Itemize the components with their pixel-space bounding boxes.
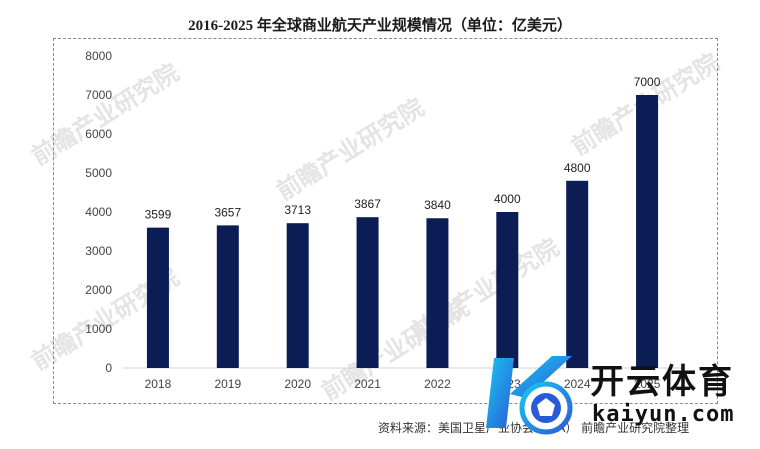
x-tick-label: 2021	[354, 377, 381, 391]
x-tick-label: 2022	[424, 377, 451, 391]
bar-value-label: 4800	[564, 161, 591, 175]
bar-value-label: 3867	[354, 197, 381, 211]
brand-logo: 开云体育 kaiyun.com	[480, 350, 760, 440]
y-tick-label: 6000	[85, 127, 112, 141]
y-tick-label: 0	[105, 361, 112, 375]
x-tick-label: 2019	[214, 377, 241, 391]
brand-name: 开云体育	[590, 362, 734, 402]
bar	[286, 223, 309, 368]
brand-emblem-icon	[486, 356, 573, 435]
bar-value-label: 3657	[214, 205, 241, 219]
chart-title: 2016-2025 年全球商业航天产业规模情况（单位：亿美元）	[188, 18, 572, 34]
bar	[636, 95, 659, 368]
bar	[566, 180, 589, 368]
bar-value-label: 3713	[284, 203, 311, 217]
bar-value-label: 4000	[494, 192, 521, 206]
bar-value-label: 3840	[424, 198, 451, 212]
bar	[426, 218, 449, 368]
bar	[216, 225, 239, 368]
y-tick-label: 3000	[85, 244, 112, 258]
brand-domain: kaiyun.com	[592, 402, 735, 427]
x-tick-label: 2024	[564, 377, 591, 391]
x-axis: 20182019202020212022202320242025	[145, 377, 661, 391]
y-tick-label: 4000	[85, 205, 112, 219]
y-tick-label: 8000	[85, 49, 112, 63]
x-tick-label: 2018	[145, 377, 172, 391]
y-axis: 0 1000 2000 3000 4000 5000 6000 7000 8000	[85, 49, 112, 375]
bar	[496, 212, 519, 368]
x-tick-label: 2025	[634, 377, 661, 391]
bar-value-label: 3599	[145, 208, 172, 222]
bar	[356, 217, 379, 368]
y-tick-label: 5000	[85, 166, 112, 180]
y-tick-label: 2000	[85, 283, 112, 297]
data-labels: 3599 3657 3713 3867 3840 4000 4800 7000	[145, 75, 661, 222]
bar-value-label: 7000	[634, 75, 661, 89]
y-tick-label: 7000	[85, 88, 112, 102]
bars	[146, 95, 659, 368]
y-tick-label: 1000	[85, 322, 112, 336]
x-tick-label: 2020	[284, 377, 311, 391]
chart-frame	[53, 38, 718, 404]
bar	[146, 227, 169, 368]
